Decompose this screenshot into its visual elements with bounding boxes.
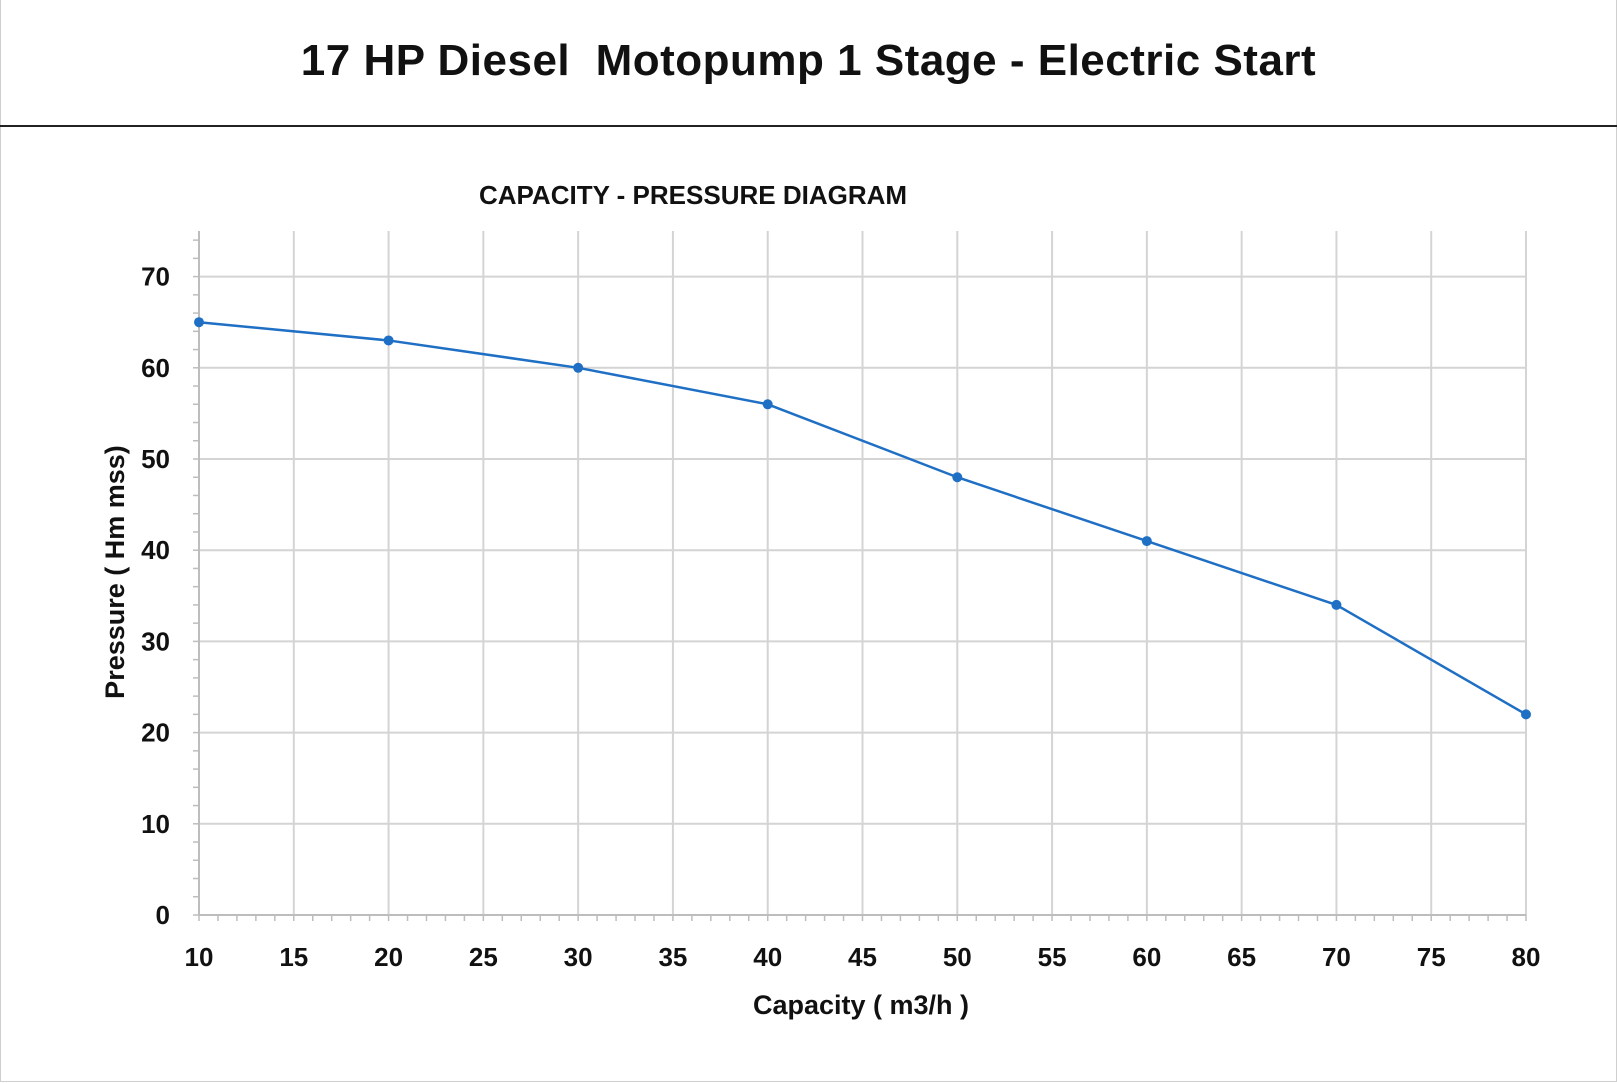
data-point	[1331, 599, 1342, 610]
x-axis-label: Capacity ( m3/h )	[753, 990, 969, 1020]
x-tick-label: 55	[1038, 942, 1067, 972]
y-tick-label: 30	[141, 626, 170, 656]
x-tick-label: 45	[848, 942, 877, 972]
data-point	[1521, 709, 1531, 720]
y-tick-label: 50	[141, 444, 170, 474]
x-tick-label: 20	[374, 942, 403, 972]
x-tick-label: 65	[1227, 942, 1256, 972]
y-tick-label: 10	[141, 809, 170, 839]
y-tick-label: 0	[156, 900, 170, 930]
axes	[193, 231, 1527, 921]
page-title: 17 HP Diesel Motopump 1 Stage - Electric…	[300, 36, 1317, 85]
x-tick-label: 60	[1132, 942, 1161, 972]
x-tick-label: 75	[1417, 942, 1446, 972]
data-point	[762, 399, 773, 410]
x-tick-label: 30	[564, 942, 593, 972]
tick-labels: 10 15 20 25 30 35 40 45 50 55 60 65 70 75 80 0 10 20 30 40 5…	[141, 262, 1540, 972]
x-tick-label: 70	[1322, 942, 1351, 972]
data-point	[383, 335, 394, 346]
y-tick-label: 70	[141, 262, 170, 292]
chart-title: CAPACITY - PRESSURE DIAGRAM	[479, 180, 907, 210]
title-divider	[0, 125, 1617, 127]
y-tick-label: 20	[141, 718, 170, 748]
y-tick-label: 40	[141, 535, 170, 565]
x-tick-label: 35	[658, 942, 687, 972]
data-point	[194, 317, 204, 328]
grid	[199, 231, 1527, 915]
series-line	[198, 320, 1527, 716]
x-tick-label: 80	[1512, 942, 1541, 972]
x-tick-label: 15	[279, 942, 308, 972]
x-tick-label: 10	[185, 942, 214, 972]
x-tick-label: 40	[753, 942, 782, 972]
x-tick-label: 50	[943, 942, 972, 972]
data-point	[573, 362, 584, 373]
data-point	[952, 472, 963, 483]
y-axis-label: Pressure ( Hm mss)	[100, 445, 130, 699]
data-point	[1141, 536, 1152, 547]
y-tick-label: 60	[141, 353, 170, 383]
series-group	[194, 317, 1531, 720]
x-tick-label: 25	[469, 942, 498, 972]
